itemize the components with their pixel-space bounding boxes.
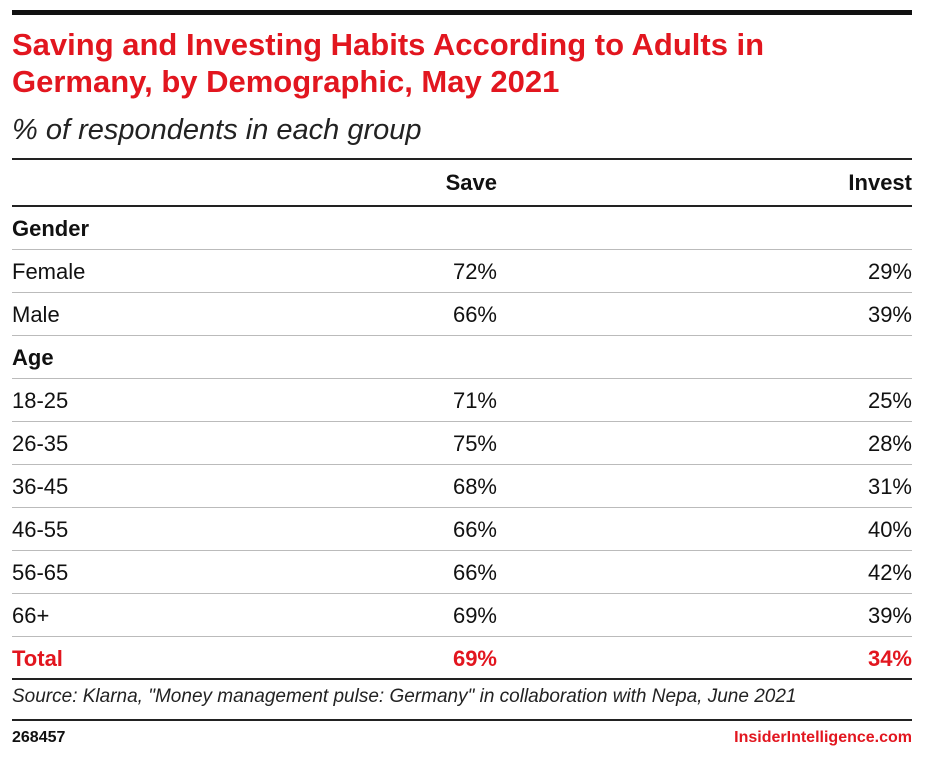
save-value: 68% [452,474,497,499]
brand: InsiderIntelligence.com [734,729,912,746]
row-divider [12,335,912,336]
section-heading: Gender [12,216,90,241]
subtitle: % of respondents in each group [12,114,422,146]
invest-value: 39% [867,302,912,327]
row-divider [12,292,912,293]
row-divider [12,158,912,160]
row-divider [12,719,912,721]
total-invest: 34% [867,646,912,671]
row-label: 18-25 [12,388,69,413]
invest-value: 29% [867,259,912,284]
column-header: Save [445,170,497,195]
invest-value: 31% [867,474,912,499]
row-divider [12,550,912,551]
total-save: 69% [452,646,497,671]
title: Saving and Investing Habits According to… [12,27,765,99]
save-value: 69% [452,603,497,628]
row-label: 36-45 [12,474,69,499]
save-value: 66% [452,302,497,327]
row-divider [12,507,912,508]
invest-value: 28% [867,431,912,456]
source: Source: Klarna, "Money management pulse:… [12,686,797,707]
save-value: 66% [452,517,497,542]
total-label: Total [12,646,63,671]
top-bar [12,10,912,15]
row-label: Female [12,259,86,284]
invest-value: 25% [867,388,912,413]
row-divider [12,205,912,207]
invest-value: 42% [867,560,912,585]
save-value: 72% [452,259,497,284]
invest-value: 39% [867,603,912,628]
column-header: Invest [848,170,912,195]
row-divider [12,636,912,637]
row-label: 46-55 [12,517,69,542]
row-label: 66+ [12,603,50,628]
row-label: 56-65 [12,560,69,585]
row-divider [12,249,912,250]
row-divider [12,421,912,422]
chart-id: 268457 [12,729,66,746]
section-heading: Age [12,345,54,370]
row-divider [12,378,912,379]
row-label: Male [12,302,60,327]
invest-value: 40% [867,517,912,542]
row-label: 26-35 [12,431,69,456]
row-divider [12,678,912,680]
row-divider [12,593,912,594]
row-divider [12,464,912,465]
save-value: 66% [452,560,497,585]
save-value: 71% [452,388,497,413]
save-value: 75% [452,431,497,456]
